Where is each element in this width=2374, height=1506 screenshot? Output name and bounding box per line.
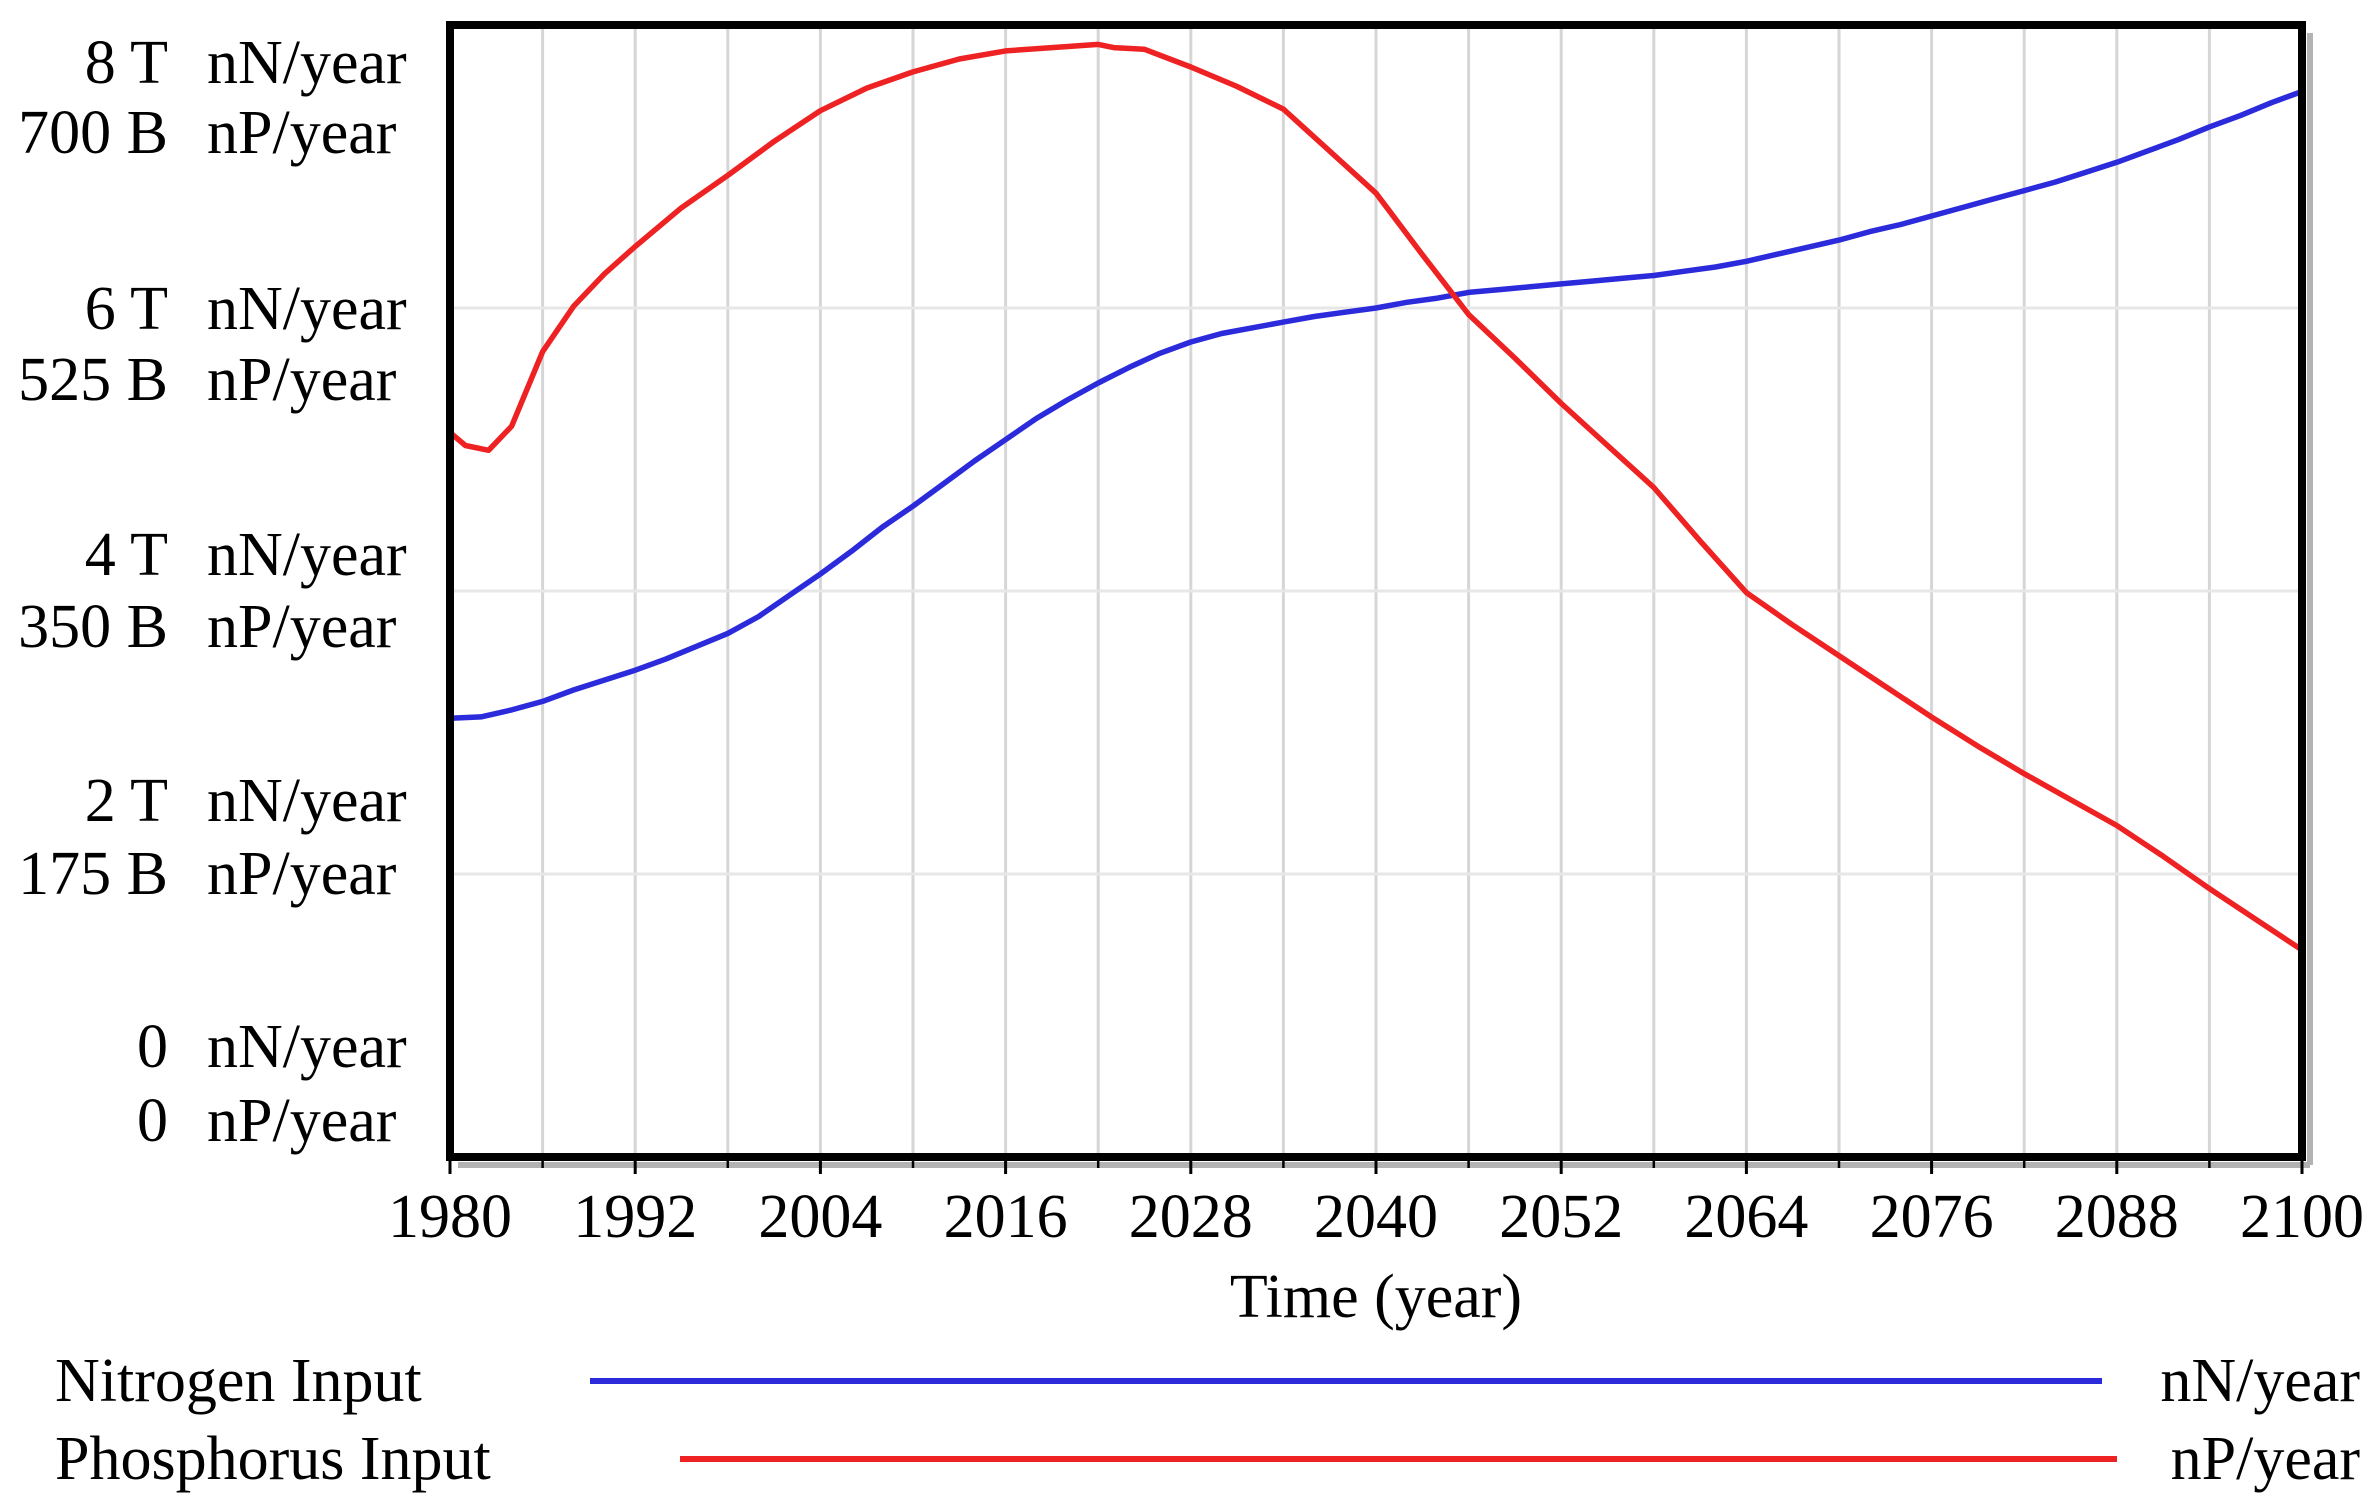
x-tick-label: 2004 [758, 1183, 882, 1251]
y-tick-phosphorus-unit: nP/year [207, 840, 397, 908]
y-tick-nitrogen-unit: nN/year [207, 767, 407, 835]
y-tick-phosphorus-unit: nP/year [207, 593, 397, 661]
y-tick-nitrogen-unit: nN/year [207, 1013, 407, 1081]
y-tick-nitrogen-value: 6 T [85, 275, 168, 343]
legend-label-nitrogen-input: Nitrogen Input [55, 1347, 422, 1415]
y-tick-phosphorus-value: 525 B [18, 346, 168, 414]
y-tick-nitrogen-unit: nN/year [207, 29, 407, 97]
x-tick-label: 2016 [944, 1183, 1068, 1251]
y-tick-nitrogen-unit: nN/year [207, 521, 407, 589]
nitrogen-input-line [447, 88, 2305, 722]
legend-unit-nitrogen: nN/year [2160, 1347, 2360, 1415]
x-tick-label: 1980 [388, 1183, 512, 1251]
y-tick-phosphorus-unit: nP/year [207, 1087, 397, 1155]
x-tick-label: 2088 [2055, 1183, 2179, 1251]
y-tick-nitrogen-value: 4 T [85, 521, 168, 589]
y-tick-phosphorus-unit: nP/year [207, 99, 397, 167]
y-tick-phosphorus-value: 700 B [18, 99, 168, 167]
x-tick-label: 1992 [573, 1183, 697, 1251]
phosphorus-input-line [447, 41, 2305, 953]
y-tick-nitrogen-value: 8 T [85, 29, 168, 97]
y-tick-nitrogen-value: 2 T [85, 767, 168, 835]
phosphorus-legend-line [680, 1456, 2117, 1462]
y-tick-phosphorus-unit: nP/year [207, 346, 397, 414]
y-tick-phosphorus-value: 350 B [18, 593, 168, 661]
x-tick-label: 2028 [1129, 1183, 1253, 1251]
legend-label-phosphorus-input: Phosphorus Input [55, 1425, 491, 1493]
x-tick-label: 2040 [1314, 1183, 1438, 1251]
x-tick-label: 2100 [2240, 1183, 2364, 1251]
x-axis-title: Time (year) [1229, 1263, 1523, 1331]
y-tick-nitrogen-value: 0 [137, 1013, 168, 1081]
x-tick-label: 2064 [1684, 1183, 1808, 1251]
y-tick-phosphorus-value: 0 [137, 1087, 168, 1155]
plot-border [446, 21, 2306, 1161]
x-tick-label: 2076 [1870, 1183, 1994, 1251]
nitrogen-legend-line [590, 1378, 2102, 1384]
y-tick-nitrogen-unit: nN/year [207, 275, 407, 343]
legend-unit-phosphorus: nP/year [2170, 1425, 2360, 1493]
x-tick-label: 2052 [1499, 1183, 1623, 1251]
y-tick-phosphorus-value: 175 B [18, 840, 168, 908]
